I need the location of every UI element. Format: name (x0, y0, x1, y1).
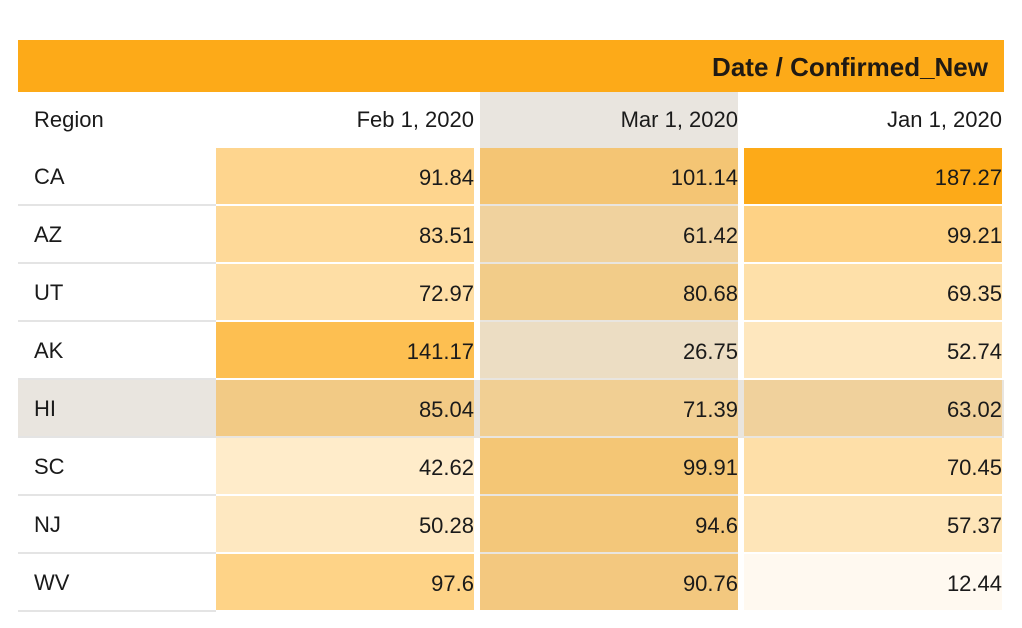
cell-value: 94.6 (695, 496, 738, 554)
cell-value: 91.84 (419, 148, 474, 206)
row-label: WV (34, 554, 69, 612)
cell-value: 85.04 (419, 380, 474, 438)
cell-value: 63.02 (947, 380, 1002, 438)
table-title-bar: Date / Confirmed_New (18, 40, 1004, 92)
cell-value: 70.45 (947, 438, 1002, 496)
row-label: AZ (34, 206, 62, 264)
cell-value: 101.14 (671, 148, 738, 206)
cell-value: 50.28 (419, 496, 474, 554)
column-header[interactable]: Mar 1, 2020 (621, 92, 738, 148)
cell-value: 83.51 (419, 206, 474, 264)
cell-value: 61.42 (683, 206, 738, 264)
cell-value: 80.68 (683, 264, 738, 322)
row-label: CA (34, 148, 65, 206)
cell-value: 42.62 (419, 438, 474, 496)
cell-value: 69.35 (947, 264, 1002, 322)
row-label: SC (34, 438, 65, 496)
cell-value: 12.44 (947, 554, 1002, 612)
cell-value: 71.39 (683, 380, 738, 438)
row-label: HI (34, 380, 56, 438)
cell-value: 57.37 (947, 496, 1002, 554)
table-title: Date / Confirmed_New (712, 40, 988, 92)
cell-value: 99.91 (683, 438, 738, 496)
cell-value: 187.27 (935, 148, 1002, 206)
row-label: AK (34, 322, 63, 380)
pivot-table: Date / Confirmed_New Region Feb 1, 2020 Ma… (18, 40, 1004, 600)
column-header[interactable]: Feb 1, 2020 (357, 92, 474, 148)
row-label: NJ (34, 496, 61, 554)
cell-value: 99.21 (947, 206, 1002, 264)
row-header-label: Region (34, 92, 104, 148)
cell-value: 90.76 (683, 554, 738, 612)
column-header[interactable]: Jan 1, 2020 (887, 92, 1002, 148)
cell-value: 97.6 (431, 554, 474, 612)
cell-value: 26.75 (683, 322, 738, 380)
cell-value: 72.97 (419, 264, 474, 322)
cell-value: 141.17 (407, 322, 474, 380)
cell-value: 52.74 (947, 322, 1002, 380)
row-label: UT (34, 264, 63, 322)
